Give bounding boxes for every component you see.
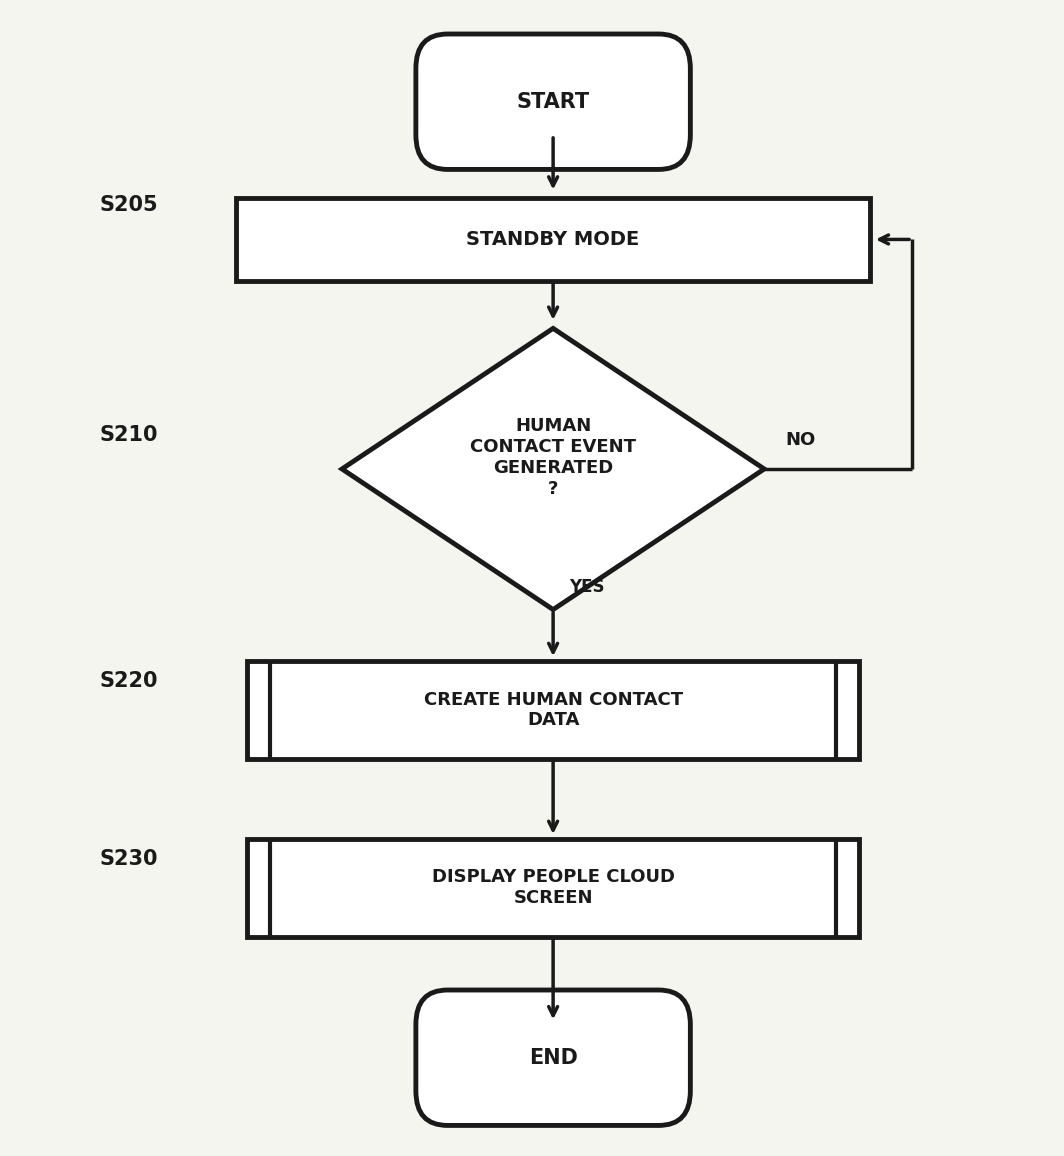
Text: S205: S205: [99, 195, 157, 215]
Text: HUMAN
CONTACT EVENT
GENERATED
?: HUMAN CONTACT EVENT GENERATED ?: [470, 417, 636, 498]
Bar: [247, 839, 860, 936]
Text: DISPLAY PEOPLE CLOUD
SCREEN: DISPLAY PEOPLE CLOUD SCREEN: [432, 868, 675, 907]
Text: S210: S210: [99, 424, 157, 445]
Text: NO: NO: [785, 431, 816, 450]
Bar: [247, 661, 860, 758]
FancyBboxPatch shape: [416, 990, 691, 1126]
Text: S230: S230: [99, 850, 157, 869]
Text: STANDBY MODE: STANDBY MODE: [466, 230, 639, 249]
FancyBboxPatch shape: [416, 34, 691, 170]
Text: CREATE HUMAN CONTACT
DATA: CREATE HUMAN CONTACT DATA: [423, 690, 683, 729]
Text: END: END: [529, 1047, 578, 1068]
Polygon shape: [342, 328, 764, 609]
Bar: [236, 198, 869, 281]
Text: S220: S220: [99, 672, 157, 691]
Text: START: START: [516, 91, 589, 112]
Text: YES: YES: [569, 578, 604, 595]
